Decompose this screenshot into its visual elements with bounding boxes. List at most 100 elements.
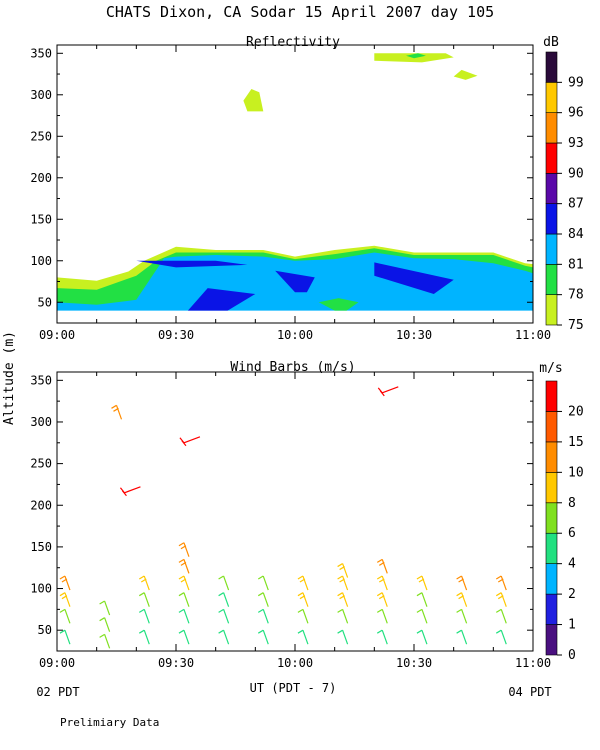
colorbar-tick-label: 6 (568, 526, 576, 541)
reflectivity-colorbar-unit: dB (543, 35, 559, 50)
wind-barb (416, 592, 428, 607)
y-tick-label: 250 (30, 129, 52, 143)
wind-barb (178, 558, 190, 574)
colorbar-swatch (545, 380, 558, 412)
y-tick-label: 300 (30, 415, 52, 429)
y-tick-label: 100 (30, 254, 52, 268)
x-tick-label: 09:30 (158, 328, 194, 342)
colorbar-swatch (545, 173, 558, 204)
x-tick-label: 09:00 (39, 656, 75, 670)
wind-barb (376, 629, 388, 645)
y-tick-label: 350 (30, 373, 52, 387)
reflectivity-region (275, 270, 315, 293)
wind-barb (495, 575, 507, 591)
wind-barb (376, 575, 388, 591)
wind-barb (111, 404, 123, 420)
wind-barb (337, 592, 349, 607)
wind-barb (376, 558, 388, 574)
reflectivity-region (243, 89, 264, 112)
wind-barb (138, 575, 150, 591)
windspeed-colorbar-unit: m/s (539, 361, 562, 376)
wind-barb (59, 608, 71, 624)
wind-barb (218, 592, 230, 607)
wind-barb (456, 608, 468, 624)
reflectivity-plot-area: 50 100 150 200 250 300 350 09:00 09:30 10:00 10:30… (30, 44, 551, 342)
colorbar-tick-label: 81 (568, 257, 584, 272)
colorbar-tick-label: 93 (568, 136, 584, 151)
windbarbs-frame (56, 371, 534, 652)
wind-barb (99, 633, 111, 649)
y-tick-label: 200 (30, 498, 52, 512)
wind-barb (178, 608, 190, 624)
wind-barb (59, 629, 71, 645)
wind-barb (178, 575, 190, 591)
figure-title: CHATS Dixon, CA Sodar 15 April 2007 day … (106, 3, 494, 21)
x-axis-label: UT (PDT - 7) (250, 681, 337, 695)
colorbar-swatch (545, 502, 558, 534)
reflectivity-region (318, 298, 359, 311)
wind-barb (376, 608, 388, 624)
preliminary-data-note: Prelimiary Data (60, 716, 159, 729)
wind-barb (495, 629, 507, 645)
wind-barb (59, 575, 71, 591)
x-sublabel-right: 04 PDT (508, 685, 551, 699)
y-tick-label: 50 (38, 623, 52, 637)
x-sublabel-left: 02 PDT (36, 685, 79, 699)
wind-barb (257, 629, 269, 645)
y-tick-label: 150 (30, 540, 52, 554)
colorbar-tick-label: 0 (568, 648, 576, 663)
colorbar-swatch (545, 593, 558, 625)
windbarbs-plot-area: 50 100 150 200 250 300 350 09:00 09:30 10:00 10:30… (30, 371, 551, 670)
colorbar-swatch (545, 142, 558, 174)
colorbar-tick-label: 75 (568, 318, 584, 333)
colorbar-tick-label: 1 (568, 618, 576, 633)
colorbar-tick-label: 2 (568, 587, 576, 602)
y-tick-label: 50 (38, 295, 52, 309)
wind-barb (218, 629, 230, 645)
colorbar-tick-label: 87 (568, 197, 584, 212)
colorbar-swatch (545, 472, 558, 504)
y-tick-label: 300 (30, 88, 52, 102)
wind-barb (337, 608, 349, 624)
wind-barb (257, 575, 269, 591)
wind-barb (297, 608, 309, 624)
y-tick-label: 150 (30, 212, 52, 226)
reflectivity-colorbar: 75 78 81 84 87 90 93 96 99 (545, 51, 584, 333)
x-tick-label: 10:30 (396, 656, 432, 670)
wind-barb (297, 592, 309, 607)
wind-barb (297, 575, 309, 591)
wind-barb (178, 542, 190, 557)
wind-barb (377, 386, 399, 397)
wind-barb (59, 592, 71, 607)
x-tick-label: 09:00 (39, 328, 75, 342)
wind-barb (257, 608, 269, 624)
wind-barb (416, 575, 428, 591)
colorbar-tick-label: 78 (568, 288, 584, 303)
windbarbs-title: Wind Barbs (m/s) (230, 360, 355, 375)
wind-barb (495, 608, 507, 624)
x-tick-label: 10:00 (277, 656, 313, 670)
windspeed-colorbar: 0 1 2 4 6 8 10 15 20 (545, 380, 584, 663)
wind-barb (138, 629, 150, 645)
colorbar-tick-label: 20 (568, 404, 584, 419)
colorbar-swatch (545, 82, 558, 113)
colorbar-tick-label: 10 (568, 465, 584, 480)
reflectivity-region (136, 260, 248, 268)
y-tick-label: 200 (30, 171, 52, 185)
colorbar-tick-label: 99 (568, 75, 584, 90)
x-tick-label: 10:00 (277, 328, 313, 342)
wind-barb (337, 563, 349, 578)
wind-barb (297, 629, 309, 645)
wind-barb (178, 629, 190, 645)
x-tick-label: 11:00 (515, 656, 551, 670)
wind-barb (178, 592, 190, 607)
colorbar-swatch (545, 441, 558, 473)
wind-barb (456, 575, 468, 591)
reflectivity-region (453, 69, 478, 80)
colorbar-swatch (545, 624, 558, 656)
colorbar-tick-label: 90 (568, 166, 584, 181)
colorbar-swatch (545, 264, 558, 295)
wind-barb (99, 617, 111, 632)
y-tick-label: 250 (30, 457, 52, 471)
